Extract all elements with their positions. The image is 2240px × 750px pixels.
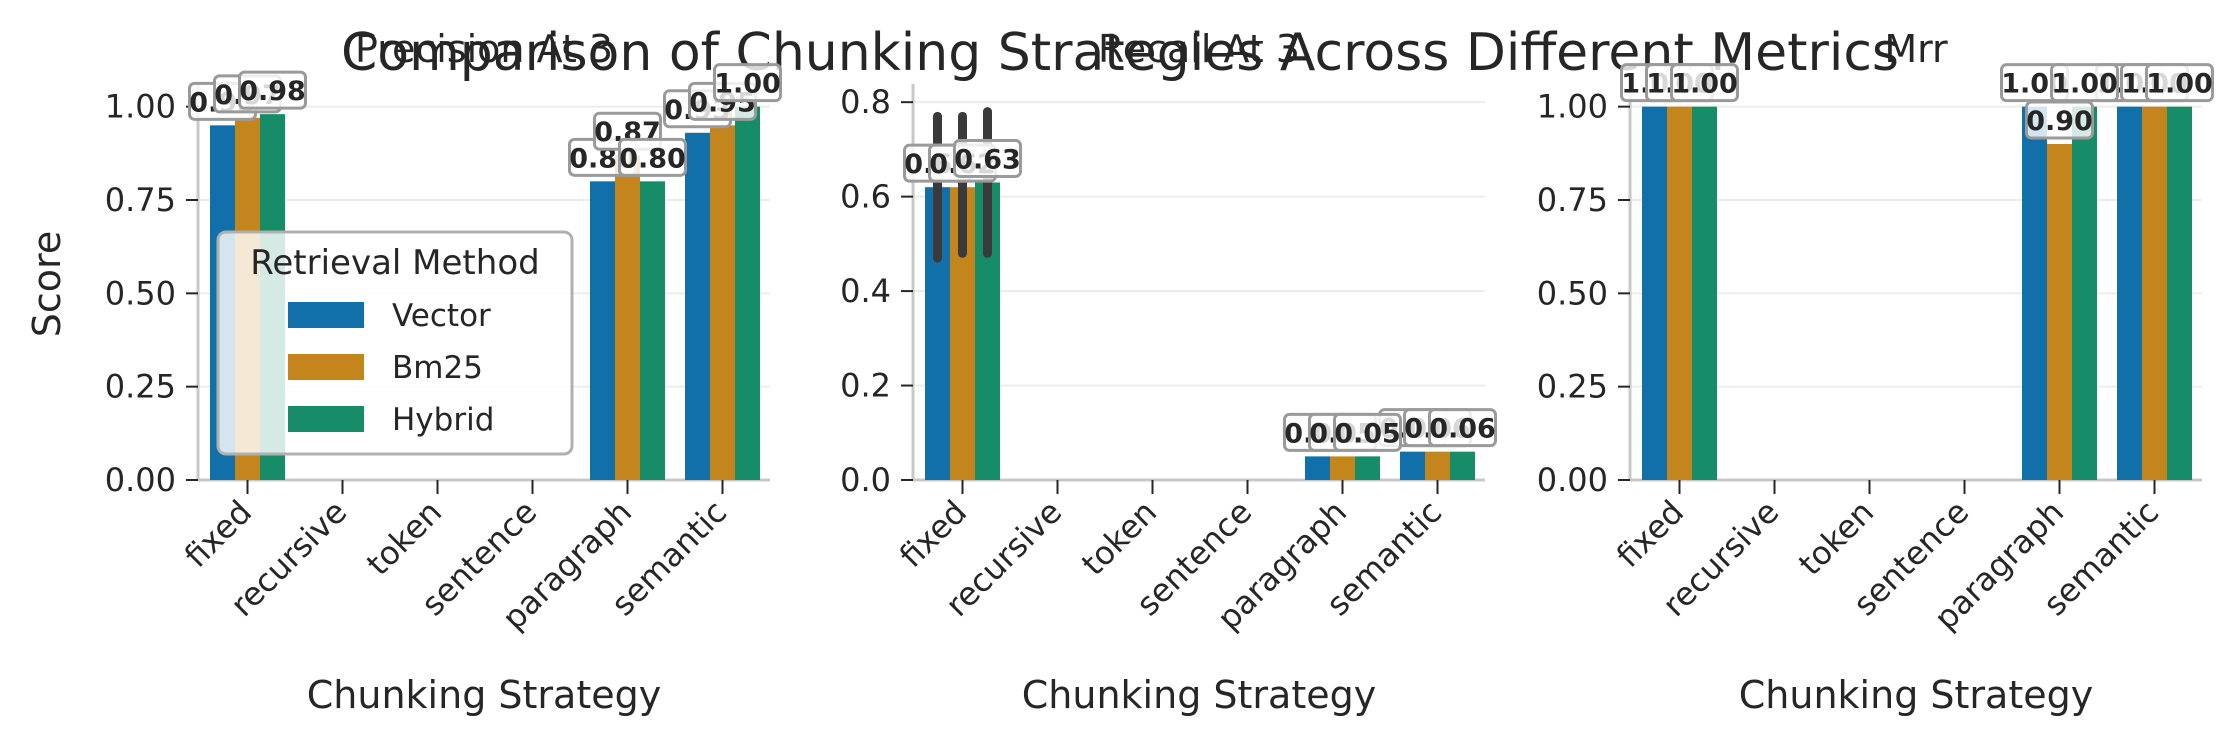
y-tick-label: 1.00 — [105, 88, 176, 126]
subplot-3: 0.000.250.500.751.001.001.001.001.000.90… — [1537, 27, 2214, 717]
subplot-title: Recall At 3 — [1098, 27, 1300, 71]
legend-swatch-vector — [288, 302, 364, 328]
bar-vector-paragraph — [1305, 456, 1330, 480]
legend-swatch-hybrid — [288, 406, 364, 432]
bar-hybrid-semantic — [735, 106, 760, 481]
y-axis-label: Score — [25, 231, 69, 337]
bar-bm25-semantic — [2142, 106, 2167, 481]
data-label: 0.63 — [954, 144, 1021, 175]
legend-box — [216, 230, 574, 456]
data-label: 0.05 — [1334, 418, 1401, 449]
data-label: 1.00 — [2051, 69, 2118, 100]
x-axis-label: Chunking Strategy — [1022, 673, 1376, 717]
x-tick-label: token — [1074, 493, 1164, 583]
y-tick-label: 0.25 — [105, 368, 176, 406]
data-label-box — [713, 63, 782, 103]
y-tick-label: 0.6 — [840, 178, 891, 216]
data-label: 1.00 — [1671, 69, 1738, 100]
bar-hybrid-paragraph — [1355, 456, 1380, 480]
y-tick-label: 0.8 — [840, 83, 891, 121]
bar-vector-paragraph — [2022, 106, 2047, 481]
bar-bm25-fixed — [1667, 106, 1692, 481]
y-tick-label: 0.00 — [105, 461, 176, 499]
x-tick-label: fixed — [1609, 493, 1691, 575]
bar-bm25-paragraph — [1330, 456, 1355, 480]
legend-swatch-bm25 — [288, 354, 364, 380]
data-label: 1.00 — [2146, 69, 2213, 100]
data-label: 0.06 — [1429, 414, 1496, 445]
y-tick-label: 0.4 — [840, 272, 891, 310]
legend-title: Retrieval Method — [250, 243, 539, 283]
data-label-box — [618, 137, 687, 177]
data-label: 0.98 — [239, 76, 306, 107]
y-tick-label: 1.00 — [1537, 88, 1608, 126]
bar-vector-semantic — [2117, 106, 2142, 481]
data-label-box — [2050, 63, 2119, 103]
subplot-title: Precision At 3 — [355, 27, 613, 71]
x-axis-label: Chunking Strategy — [307, 673, 661, 717]
bar-vector-semantic — [1400, 451, 1425, 480]
bar-bm25-paragraph — [615, 155, 640, 480]
bar-hybrid-paragraph — [640, 181, 665, 481]
data-label-box — [1670, 63, 1739, 103]
legend-label-hybrid: Hybrid — [392, 402, 494, 438]
y-tick-label: 0.00 — [1537, 461, 1608, 499]
bar-hybrid-fixed — [1692, 106, 1717, 481]
data-label: 1.00 — [714, 69, 781, 100]
bar-vector-fixed — [1642, 106, 1667, 481]
y-tick-label: 0.25 — [1537, 368, 1608, 406]
data-label-box — [1428, 408, 1497, 448]
y-tick-label: 0.75 — [1537, 181, 1608, 219]
y-tick-label: 0.75 — [105, 181, 176, 219]
bar-hybrid-semantic — [1450, 451, 1475, 480]
y-tick-label: 0.0 — [840, 461, 891, 499]
subplot-2: 0.00.20.40.60.80.620.050.060.620.050.060… — [840, 27, 1497, 717]
x-tick-label: token — [1791, 493, 1881, 583]
bar-bm25-semantic — [710, 125, 735, 480]
y-tick-label: 0.50 — [1537, 274, 1608, 312]
data-label: 0.90 — [2026, 106, 2093, 137]
bar-bm25-semantic — [1425, 451, 1450, 480]
bar-hybrid-semantic — [2167, 106, 2192, 481]
data-label: 0.80 — [619, 143, 686, 174]
x-tick-label: fixed — [177, 493, 259, 575]
legend-label-bm25: Bm25 — [392, 350, 483, 386]
y-tick-label: 0.50 — [105, 274, 176, 312]
bar-hybrid-paragraph — [2072, 106, 2097, 481]
subplot-1: 0.000.250.500.751.00Score0.950.800.930.9… — [25, 27, 782, 717]
x-tick-label: fixed — [892, 493, 974, 575]
x-tick-label: token — [359, 493, 449, 583]
data-label-box — [2145, 63, 2214, 103]
legend: Retrieval Method Vector Bm25 Hybrid — [216, 230, 574, 456]
y-tick-label: 0.2 — [840, 367, 891, 405]
data-label-box — [953, 138, 1022, 178]
data-label-box — [1333, 412, 1402, 452]
legend-label-vector: Vector — [392, 298, 491, 334]
data-label-box — [238, 70, 307, 110]
bar-bm25-paragraph — [2047, 144, 2072, 480]
bar-vector-semantic — [685, 132, 710, 481]
subplot-title: Mrr — [1884, 27, 1948, 71]
x-axis-label: Chunking Strategy — [1739, 673, 2093, 717]
bar-vector-paragraph — [590, 181, 615, 481]
